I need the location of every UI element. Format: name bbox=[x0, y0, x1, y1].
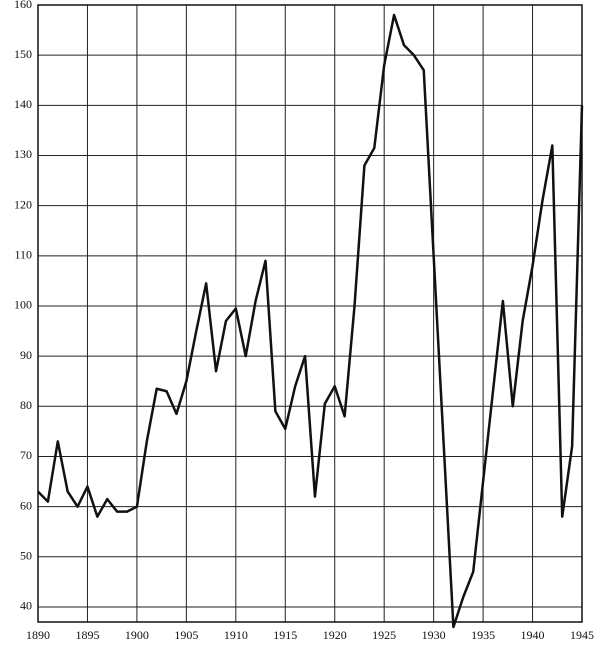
x-tick-label: 1940 bbox=[521, 628, 545, 642]
data-line bbox=[37, 13, 584, 629]
y-tick-label: 60 bbox=[20, 498, 32, 512]
x-tick-label: 1910 bbox=[224, 628, 248, 642]
y-tick-label: 130 bbox=[14, 147, 32, 161]
x-tick-label: 1905 bbox=[174, 628, 198, 642]
y-tick-label: 70 bbox=[20, 448, 32, 462]
y-tick-label: 120 bbox=[14, 197, 32, 211]
x-tick-label: 1920 bbox=[323, 628, 347, 642]
y-tick-label: 110 bbox=[14, 248, 32, 262]
y-tick-label: 160 bbox=[14, 0, 32, 11]
plot-frame bbox=[37, 4, 583, 623]
y-tick-label: 40 bbox=[20, 599, 32, 613]
x-tick-label: 1930 bbox=[422, 628, 446, 642]
y-tick-label: 80 bbox=[20, 398, 32, 412]
x-tick-label: 1935 bbox=[471, 628, 495, 642]
x-tick-label: 1925 bbox=[372, 628, 396, 642]
y-tick-label: 140 bbox=[14, 97, 32, 111]
x-tick-label: 1895 bbox=[75, 628, 99, 642]
y-tick-label: 50 bbox=[20, 549, 32, 563]
x-tick-label: 1890 bbox=[26, 628, 50, 642]
y-tick-label: 100 bbox=[14, 298, 32, 312]
x-tick-label: 1900 bbox=[125, 628, 149, 642]
y-tick-label: 90 bbox=[20, 348, 32, 362]
x-tick-label: 1945 bbox=[570, 628, 594, 642]
x-tick-label: 1915 bbox=[273, 628, 297, 642]
y-tick-label: 150 bbox=[14, 47, 32, 61]
